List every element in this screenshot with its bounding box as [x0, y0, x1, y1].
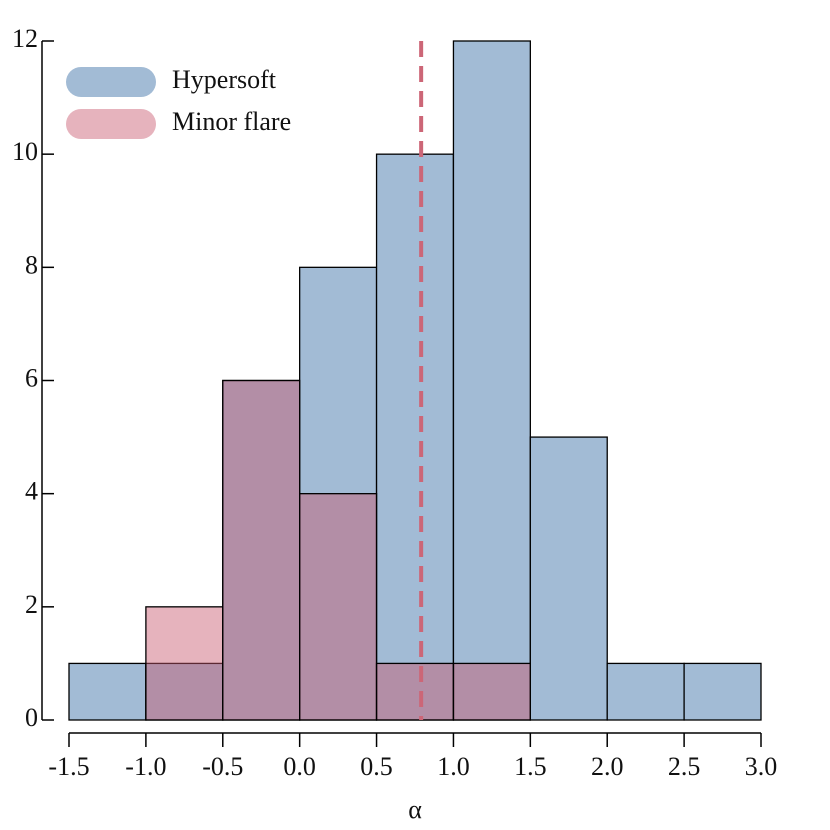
bar: [375, 662, 455, 721]
x-axis-label: α: [408, 795, 422, 824]
y-tick-label: 6: [25, 363, 38, 392]
bar: [375, 153, 455, 721]
bar: [68, 662, 147, 721]
bar: [145, 606, 224, 721]
x-tick-label: 1.5: [514, 752, 547, 781]
x-tick-label: -0.5: [202, 752, 243, 781]
x-tick-label: 2.5: [668, 752, 701, 781]
y-tick-label: 12: [12, 24, 38, 53]
x-tick-label: 1.0: [437, 752, 470, 781]
x-tick-label: -1.0: [125, 752, 166, 781]
y-tick-label: 8: [25, 250, 38, 279]
legend-swatch: [66, 67, 156, 97]
bar: [683, 662, 762, 721]
bar: [606, 662, 685, 721]
bar: [145, 662, 224, 721]
bar: [222, 379, 301, 721]
bar: [299, 493, 378, 721]
bar: [452, 662, 531, 721]
bar: [222, 379, 301, 721]
y-tick-label: 2: [25, 590, 38, 619]
legend-label: Minor flare: [172, 107, 291, 136]
x-tick-label: 0.0: [283, 752, 316, 781]
x-tick-label: 2.0: [591, 752, 624, 781]
bar: [452, 40, 531, 721]
legend-label: Hypersoft: [172, 65, 277, 94]
x-tick-label: 3.0: [745, 752, 778, 781]
bar: [529, 436, 608, 721]
x-tick-label: -1.5: [48, 752, 89, 781]
legend-swatch: [66, 109, 156, 139]
y-tick-label: 4: [25, 477, 38, 506]
y-tick-label: 10: [12, 137, 38, 166]
y-tick-label: 0: [25, 703, 38, 732]
x-tick-label: 0.5: [360, 752, 393, 781]
